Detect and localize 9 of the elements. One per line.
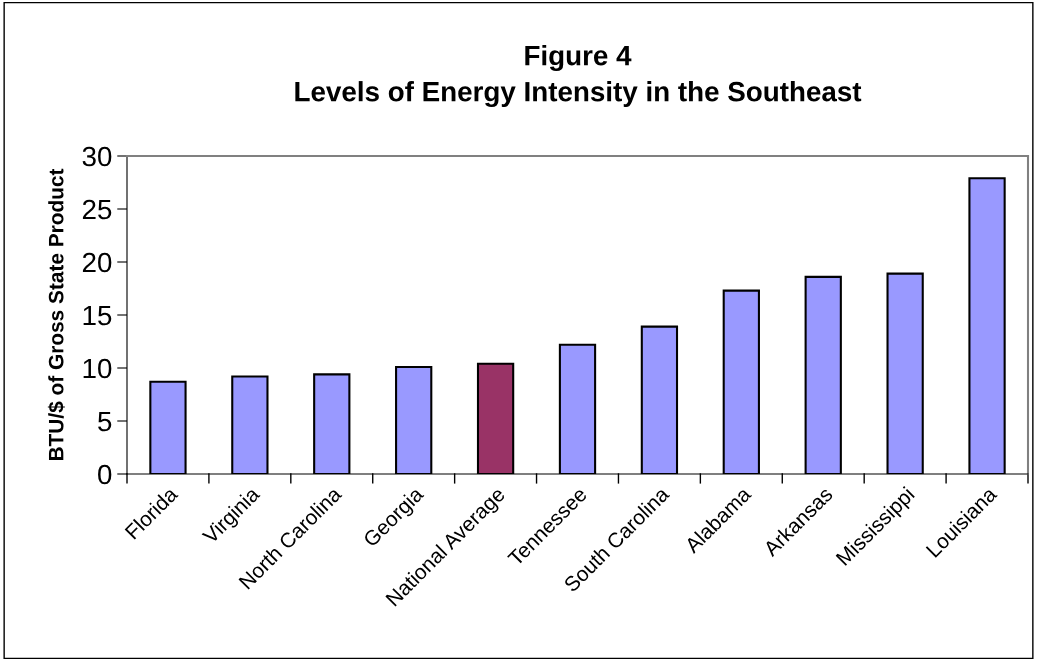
chart-title: Figure 4 Levels of Energy Intensity in the Southeast: [295, 45, 862, 108]
y-axis-title: BTU/$ of Gross State Product: [47, 168, 65, 461]
y-tick-label: 25: [82, 199, 112, 220]
y-tick-label: 20: [82, 252, 112, 273]
y-tick-label: 0: [98, 464, 112, 485]
y-tick-label: 10: [83, 358, 112, 379]
y-tick-label: 15: [83, 305, 112, 326]
y-tick-label: 30: [82, 146, 112, 167]
y-tick-label: 5: [98, 411, 112, 432]
